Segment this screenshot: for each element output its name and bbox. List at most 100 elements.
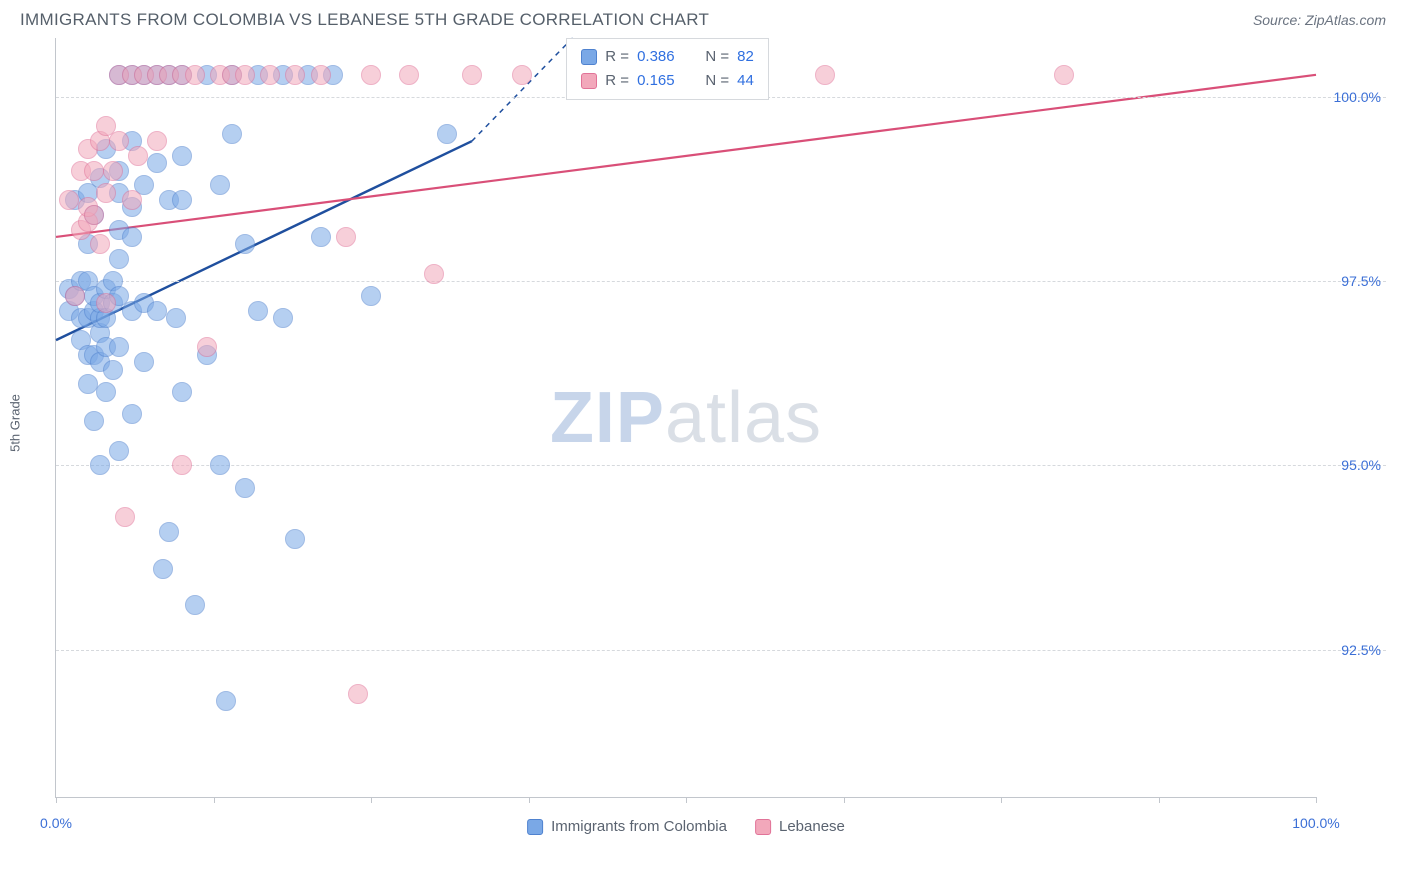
data-point [248,301,268,321]
data-point [128,146,148,166]
data-point [96,382,116,402]
data-point [90,234,110,254]
data-point [285,65,305,85]
data-point [172,455,192,475]
x-tick [686,797,687,803]
legend-swatch [581,73,597,89]
data-point [399,65,419,85]
y-tick-label: 97.5% [1341,273,1381,289]
data-point [462,65,482,85]
series-name: Lebanese [779,818,845,835]
data-point [109,131,129,151]
data-point [96,183,116,203]
chart-title: IMMIGRANTS FROM COLOMBIA VS LEBANESE 5TH… [20,10,709,30]
data-point [122,404,142,424]
legend-r-label: R = [605,45,629,69]
data-point [197,337,217,357]
data-point [260,65,280,85]
data-point [153,559,173,579]
grid-line [56,281,1386,282]
grid-line [56,650,1386,651]
data-point [78,374,98,394]
data-point [84,205,104,225]
x-tick-label: 0.0% [40,815,72,831]
legend-n-label: N = [697,45,729,69]
legend-r-value: 0.386 [637,45,689,69]
data-point [210,175,230,195]
data-point [172,190,192,210]
legend-row: R =0.165 N =44 [581,69,754,93]
data-point [216,691,236,711]
data-point [115,507,135,527]
data-point [147,301,167,321]
data-point [109,337,129,357]
data-point [159,522,179,542]
legend-swatch [755,819,771,835]
x-tick [56,797,57,803]
data-point [311,227,331,247]
legend-r-label: R = [605,69,629,93]
source-attribution: Source: ZipAtlas.com [1253,12,1386,28]
grid-line [56,465,1386,466]
x-tick [1001,797,1002,803]
data-point [235,234,255,254]
legend-row: R = 0.386 N = 82 [581,45,754,69]
data-point [84,411,104,431]
series-legend-item: Immigrants from Colombia [527,818,727,835]
legend-r-value: 0.165 [637,69,689,93]
data-point [103,161,123,181]
data-point [96,293,116,313]
x-tick [844,797,845,803]
data-point [235,65,255,85]
data-point [348,684,368,704]
data-point [122,190,142,210]
series-name: Immigrants from Colombia [551,818,727,835]
data-point [109,249,129,269]
data-point [109,441,129,461]
data-point [122,227,142,247]
legend-n-value: 44 [737,69,754,93]
watermark: ZIPatlas [550,377,822,459]
data-point [285,529,305,549]
data-point [512,65,532,85]
data-point [90,455,110,475]
x-tick [1159,797,1160,803]
data-point [361,286,381,306]
legend-swatch [581,49,597,65]
data-point [815,65,835,85]
y-tick-label: 100.0% [1334,89,1381,105]
y-tick-label: 95.0% [1341,457,1381,473]
plot-region: ZIPatlas 92.5%95.0%97.5%100.0%0.0%100.0%… [55,38,1316,798]
y-axis-label: 5th Grade [8,394,23,452]
data-point [361,65,381,85]
data-point [185,65,205,85]
data-point [147,153,167,173]
legend-swatch [527,819,543,835]
data-point [147,131,167,151]
data-point [1054,65,1074,85]
series-legend-item: Lebanese [755,818,845,835]
data-point [273,308,293,328]
data-point [336,227,356,247]
data-point [172,146,192,166]
data-point [311,65,331,85]
data-point [166,308,186,328]
data-point [185,595,205,615]
data-point [65,286,85,306]
x-tick-label: 100.0% [1292,815,1339,831]
y-tick-label: 92.5% [1341,642,1381,658]
data-point [59,190,79,210]
x-tick [1316,797,1317,803]
x-tick [214,797,215,803]
data-point [103,360,123,380]
data-point [424,264,444,284]
legend-n-value: 82 [737,45,754,69]
data-point [134,352,154,372]
data-point [210,455,230,475]
correlation-legend: R = 0.386 N = 82R = 0.165 N = 44 [566,38,769,100]
x-tick [529,797,530,803]
x-tick [371,797,372,803]
data-point [172,382,192,402]
data-point [235,478,255,498]
data-point [437,124,457,144]
